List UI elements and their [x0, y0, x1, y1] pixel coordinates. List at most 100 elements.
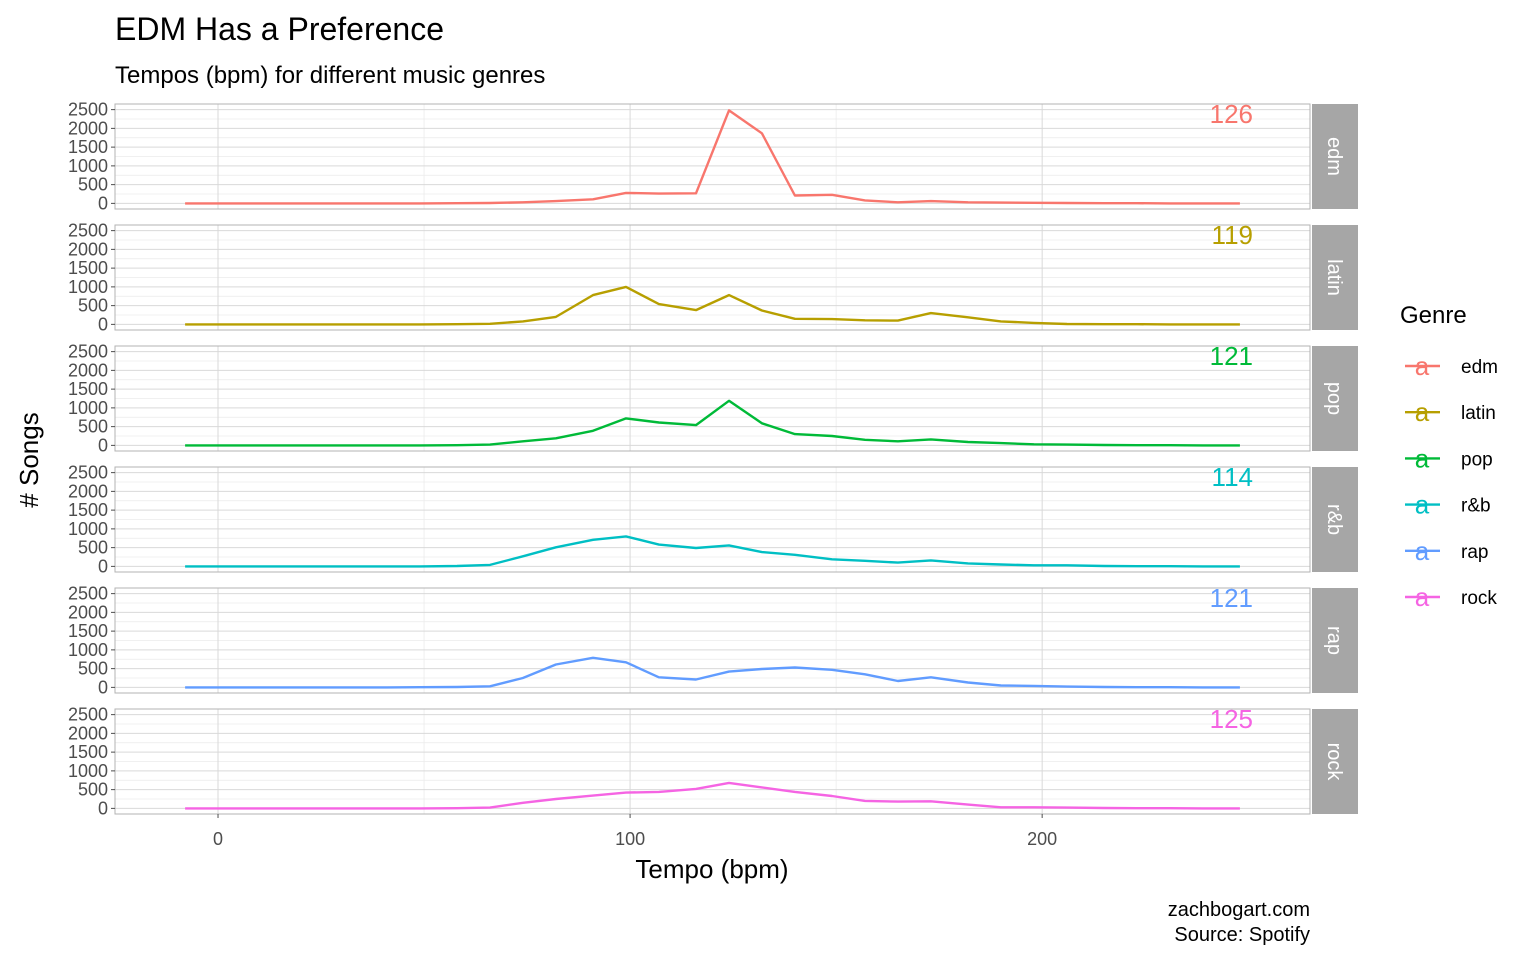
y-tick-label: 1500: [68, 500, 108, 520]
y-tick-label: 1000: [68, 156, 108, 176]
x-tick-label: 200: [1027, 829, 1057, 849]
y-tick-label: 1000: [68, 398, 108, 418]
annotation-latin: 119: [1212, 220, 1253, 250]
y-tick-label: 2500: [68, 705, 108, 725]
annotation-rap: 121: [1210, 583, 1253, 613]
facet-strip-label: edm: [1323, 137, 1345, 176]
legend-label: r&b: [1461, 496, 1491, 517]
y-tick-label: 1500: [68, 379, 108, 399]
y-tick-label: 2500: [68, 463, 108, 483]
y-axis-label: # Songs: [14, 412, 44, 507]
panel-border: [114, 587, 1311, 694]
facet-strip: [1312, 225, 1358, 330]
series-line-rb: [185, 535, 1240, 568]
y-tick-label: 0: [98, 193, 108, 213]
y-tick-label: 1000: [68, 519, 108, 539]
y-tick-label: 500: [78, 659, 108, 679]
facet-strip: [1312, 709, 1358, 814]
facet-strip: [1312, 104, 1358, 209]
y-tick-label: 2500: [68, 584, 108, 604]
y-tick-label: 2000: [68, 360, 108, 380]
annotation-pop: 121: [1210, 341, 1253, 371]
series-line-rock: [185, 781, 1240, 810]
facet-strip: [1312, 346, 1358, 451]
y-tick-label: 1500: [68, 742, 108, 762]
y-tick-label: 0: [98, 556, 108, 576]
panel-border: [114, 224, 1311, 331]
legend-label: rock: [1461, 588, 1497, 609]
x-axis: 0 100 200: [213, 814, 1057, 849]
y-tick-label: 0: [98, 435, 108, 455]
chart-title: EDM Has a Preference: [115, 11, 444, 47]
y-tick-label: 0: [98, 314, 108, 334]
legend: Genre a edm a latin a pop a r&b a rap a rock: [1400, 302, 1498, 612]
annotation-rock: 125: [1210, 704, 1253, 734]
y-tick-label: 1000: [68, 640, 108, 660]
legend-item-rock: a rock: [1405, 582, 1497, 612]
y-tick-label: 2000: [68, 118, 108, 138]
facet-strip: [1312, 467, 1358, 572]
legend-item-rap: a rap: [1405, 536, 1488, 566]
facet-strip-label: latin: [1323, 259, 1345, 296]
y-tick-label: 500: [78, 780, 108, 800]
panel-border: [114, 103, 1311, 210]
legend-label: rap: [1461, 542, 1488, 563]
legend-item-rb: a r&b: [1405, 490, 1491, 520]
y-tick-label: 500: [78, 175, 108, 195]
annotation-edm: 126: [1210, 99, 1253, 129]
series-line-pop: [185, 399, 1240, 447]
x-tick-label: 0: [213, 829, 223, 849]
y-tick-label: 500: [78, 296, 108, 316]
y-tick-label: 500: [78, 538, 108, 558]
y-tick-label: 1000: [68, 761, 108, 781]
x-axis-label: Tempo (bpm): [635, 854, 788, 884]
y-tick-label: 0: [98, 798, 108, 818]
series-line-rap: [185, 656, 1240, 689]
y-tick-label: 2000: [68, 723, 108, 743]
legend-label: edm: [1461, 357, 1498, 378]
facet-strip-label: rap: [1323, 626, 1345, 655]
legend-label: pop: [1461, 449, 1493, 470]
y-tick-label: 500: [78, 417, 108, 437]
legend-key-glyph: a: [1415, 443, 1430, 473]
legend-key-glyph: a: [1415, 490, 1430, 520]
legend-key-glyph: a: [1415, 582, 1430, 612]
y-tick-label: 1500: [68, 621, 108, 641]
legend-key-glyph: a: [1415, 397, 1430, 427]
legend-item-latin: a latin: [1405, 397, 1496, 427]
y-tick-label: 2500: [68, 221, 108, 241]
panel-border: [114, 345, 1311, 452]
facet-strip-label: pop: [1323, 382, 1345, 415]
legend-key-glyph: a: [1415, 536, 1430, 566]
annotation-rb: 114: [1212, 462, 1253, 492]
facet-strip: [1312, 588, 1358, 693]
facet-strip-label: rock: [1323, 743, 1345, 782]
series-line-edm: [185, 109, 1240, 205]
legend-title: Genre: [1400, 302, 1467, 329]
legend-label: latin: [1461, 403, 1496, 424]
panel-border: [114, 466, 1311, 573]
y-tick-label: 1500: [68, 137, 108, 157]
y-tick-label: 2500: [68, 100, 108, 120]
legend-item-pop: a pop: [1405, 443, 1493, 473]
y-tick-label: 2500: [68, 342, 108, 362]
y-tick-label: 0: [98, 677, 108, 697]
y-tick-label: 2000: [68, 481, 108, 501]
facet-strip-label: r&b: [1323, 504, 1345, 535]
legend-key-glyph: a: [1415, 351, 1430, 381]
y-tick-label: 1500: [68, 258, 108, 278]
x-tick-label: 100: [615, 829, 645, 849]
legend-item-edm: a edm: [1405, 351, 1498, 381]
panel-border: [114, 708, 1311, 815]
chart-subtitle: Tempos (bpm) for different music genres: [115, 62, 545, 89]
caption-line-2: Source: Spotify: [1174, 924, 1310, 946]
caption-line-1: zachbogart.com: [1168, 899, 1310, 921]
